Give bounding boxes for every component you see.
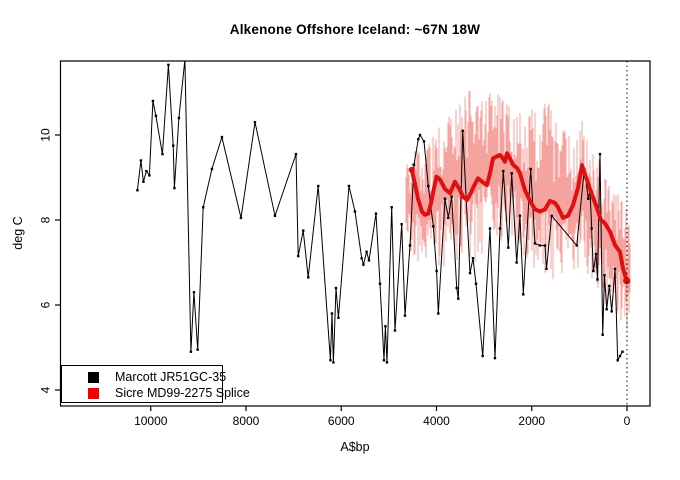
sicre-swatch-icon [88, 387, 99, 399]
marcott-swatch-icon [88, 371, 99, 383]
legend-label-sicre: Sicre MD99-2275 Splice [115, 386, 250, 400]
legend-label-marcott: Marcott JR51GC-35 [115, 370, 227, 384]
svg-text:4: 4 [39, 386, 53, 393]
svg-text:8: 8 [39, 216, 53, 223]
legend: Marcott JR51GC-35 Sicre MD99-2275 Splice [61, 365, 250, 403]
legend-item-sicre: Sicre MD99-2275 Splice [62, 385, 250, 401]
svg-text:10000: 10000 [134, 414, 168, 428]
svg-text:2000: 2000 [518, 414, 545, 428]
svg-text:6: 6 [39, 301, 53, 308]
svg-text:4000: 4000 [423, 414, 450, 428]
svg-text:8000: 8000 [233, 414, 260, 428]
svg-text:10: 10 [39, 128, 53, 142]
chart-title: Alkenone Offshore Iceland: ~67N 18W [229, 22, 481, 37]
legend-item-marcott: Marcott JR51GC-35 [62, 369, 226, 385]
svg-text:6000: 6000 [328, 414, 355, 428]
y-axis-title: deg C [11, 216, 25, 250]
svg-text:0: 0 [624, 414, 631, 428]
x-axis-title: A$bp [340, 440, 370, 454]
